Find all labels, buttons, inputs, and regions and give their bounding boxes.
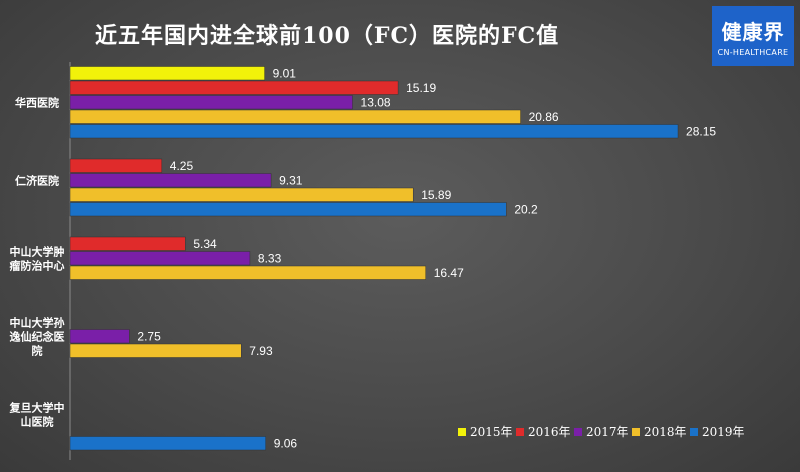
legend-label: 2017年 — [586, 425, 629, 439]
data-label: 5.34 — [193, 237, 217, 251]
bar — [69, 436, 266, 451]
data-label: 15.89 — [421, 188, 451, 202]
category-label-line: 中山大学肿 — [10, 244, 65, 258]
bar — [69, 173, 272, 188]
category-label: 中山大学孙逸仙纪念医院 — [10, 315, 65, 357]
category-label-line: 山医院 — [21, 414, 54, 428]
bar — [69, 158, 163, 173]
data-label: 20.86 — [529, 110, 559, 124]
data-label: 16.47 — [434, 266, 464, 280]
brand-logo: 健康界 CN-HEALTHCARE — [712, 6, 794, 66]
data-label: 9.01 — [273, 67, 297, 81]
data-label: 9.06 — [274, 437, 298, 451]
bar — [69, 124, 679, 139]
data-label: 9.31 — [279, 174, 303, 188]
bar — [69, 80, 399, 95]
bar — [69, 109, 521, 124]
logo-brand-text: 健康界 — [721, 20, 785, 44]
legend-swatch — [516, 428, 524, 436]
bars-group: 9.01 15.19 13.08 20.86 28.15 4.25 9.31 15.89 20.… — [69, 66, 716, 451]
data-label: 20.2 — [514, 203, 538, 217]
chart-title: 近五年国内进全球前100（FC）医院的FC值 — [95, 23, 560, 49]
category-label-line: 中山大学孙 — [10, 315, 65, 329]
data-label: 4.25 — [170, 159, 194, 173]
logo-sub-text: CN-HEALTHCARE — [717, 48, 789, 57]
legend: 2015年 2016年 2017年 2018年 2019年 — [458, 425, 745, 439]
legend-label: 2015年 — [470, 425, 513, 439]
category-label-line: 华西医院 — [15, 95, 59, 109]
data-label: 7.93 — [249, 344, 273, 358]
legend-label: 2019年 — [702, 425, 745, 439]
category-label: 中山大学肿瘤防治中心 — [10, 244, 65, 272]
legend-swatch — [632, 428, 640, 436]
category-label-line: 院 — [32, 343, 43, 357]
data-label: 2.75 — [137, 330, 161, 344]
legend-label: 2016年 — [528, 425, 571, 439]
bar — [69, 251, 251, 266]
data-label: 13.08 — [361, 96, 391, 110]
bar — [69, 95, 353, 110]
legend-swatch — [574, 428, 582, 436]
legend-label: 2018年 — [644, 425, 687, 439]
bar — [69, 265, 427, 280]
data-label: 15.19 — [406, 81, 436, 95]
bar — [69, 343, 242, 358]
category-label: 复旦大学中山医院 — [9, 400, 65, 428]
bar — [69, 329, 130, 344]
bar — [69, 66, 265, 81]
data-label: 8.33 — [258, 252, 282, 266]
legend-swatch — [690, 428, 698, 436]
bar — [69, 236, 186, 251]
category-label: 华西医院 — [15, 95, 59, 109]
category-label: 仁济医院 — [15, 173, 59, 187]
category-label-line: 复旦大学中 — [9, 400, 65, 414]
category-label-line: 瘤防治中心 — [10, 258, 65, 272]
bar — [69, 187, 414, 202]
category-label-line: 仁济医院 — [15, 173, 59, 187]
category-label-line: 逸仙纪念医 — [10, 329, 65, 343]
legend-swatch — [458, 428, 466, 436]
data-label: 28.15 — [686, 125, 716, 139]
bar — [69, 202, 507, 217]
